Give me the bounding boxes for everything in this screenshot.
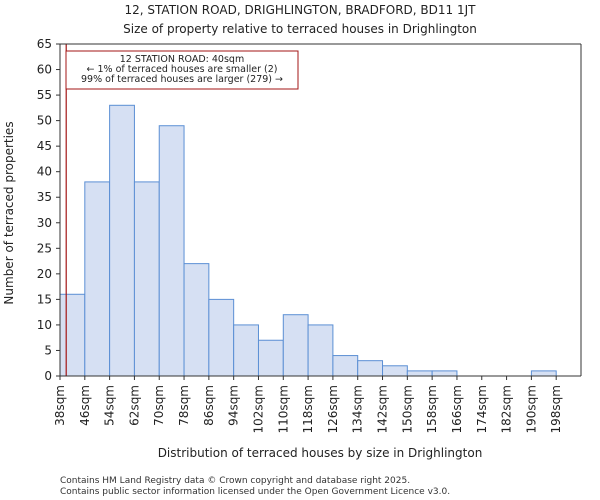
y-ticks-group: 0 5 10 15 20 25 30 35 40 45 50 55 60 65 <box>37 37 60 383</box>
x-tick-label: 198sqm <box>549 385 563 433</box>
marker-group: 12 STATION ROAD: 40sqm ← 1% of terraced … <box>65 44 299 376</box>
annotation-line-2: ← 1% of terraced houses are smaller (2) <box>87 64 278 75</box>
annotation-box <box>65 50 299 90</box>
bar <box>208 298 235 377</box>
x-tick-label: 110sqm <box>276 385 290 433</box>
x-tick-label: 102sqm <box>251 385 265 433</box>
y-tick-label: 5 <box>44 343 52 357</box>
x-tick-label: 94sqm <box>227 385 241 426</box>
bar <box>307 324 334 377</box>
x-tick-label: 190sqm <box>524 385 538 433</box>
x-tick-label: 86sqm <box>202 385 216 426</box>
bar <box>59 293 86 377</box>
x-tick-label: 174sqm <box>475 385 489 433</box>
x-tick-label: 126sqm <box>326 385 340 433</box>
chart-subtitle: Size of property relative to terraced ho… <box>123 22 477 36</box>
bar <box>109 104 135 377</box>
annotation-line-1: 12 STATION ROAD: 40sqm <box>120 54 244 65</box>
x-ticks-group: 38sqm 46sqm 54sqm 62sqm 70sqm 78sqm 86sqm 94sqm… <box>53 376 563 433</box>
x-tick-label: 38sqm <box>53 385 67 426</box>
x-tick-label: 134sqm <box>351 385 365 433</box>
y-tick-label: 55 <box>37 88 52 102</box>
x-tick-label: 142sqm <box>376 385 390 433</box>
bar <box>332 355 359 377</box>
bars-group <box>59 104 557 377</box>
x-tick-label: 182sqm <box>500 385 514 433</box>
bar <box>257 339 284 377</box>
y-tick-label: 40 <box>37 165 52 179</box>
y-tick-label: 20 <box>37 267 52 281</box>
x-tick-label: 166sqm <box>450 385 464 433</box>
footer-line-1: Contains HM Land Registry data © Crown c… <box>60 476 410 486</box>
y-tick-label: 25 <box>37 241 52 255</box>
chart-title: 12, STATION ROAD, DRIGHLINGTON, BRADFORD… <box>125 3 477 17</box>
y-axis-label: Number of terraced properties <box>2 121 16 304</box>
x-tick-label: 70sqm <box>152 385 166 426</box>
bar <box>233 324 259 377</box>
y-tick-label: 60 <box>37 63 52 77</box>
bar <box>183 263 210 377</box>
bar <box>530 370 557 377</box>
x-tick-label: 62sqm <box>127 385 141 426</box>
bar <box>357 360 384 377</box>
x-tick-label: 78sqm <box>177 385 191 426</box>
y-tick-label: 65 <box>37 37 52 51</box>
x-tick-label: 158sqm <box>425 385 439 433</box>
bar <box>158 125 185 377</box>
annotation-line-3: 99% of terraced houses are larger (279) … <box>81 74 283 85</box>
x-tick-label: 46sqm <box>78 385 92 426</box>
bar <box>282 314 309 377</box>
y-tick-label: 0 <box>44 369 52 383</box>
bar <box>133 181 160 377</box>
x-tick-label: 118sqm <box>301 385 315 433</box>
bar <box>84 181 111 377</box>
x-tick-label: 54sqm <box>103 385 117 426</box>
y-tick-label: 45 <box>37 139 52 153</box>
footer-line-2: Contains public sector information licen… <box>60 487 450 497</box>
y-tick-label: 30 <box>37 216 52 230</box>
y-tick-label: 10 <box>37 318 52 332</box>
axes-group <box>59 43 582 377</box>
y-tick-label: 35 <box>37 190 52 204</box>
x-axis-label: Distribution of terraced houses by size … <box>158 446 483 460</box>
y-tick-label: 15 <box>37 292 52 306</box>
bar <box>431 370 458 377</box>
bar <box>406 370 433 377</box>
bar <box>382 365 408 377</box>
y-tick-label: 50 <box>37 114 52 128</box>
x-tick-label: 150sqm <box>400 385 414 433</box>
